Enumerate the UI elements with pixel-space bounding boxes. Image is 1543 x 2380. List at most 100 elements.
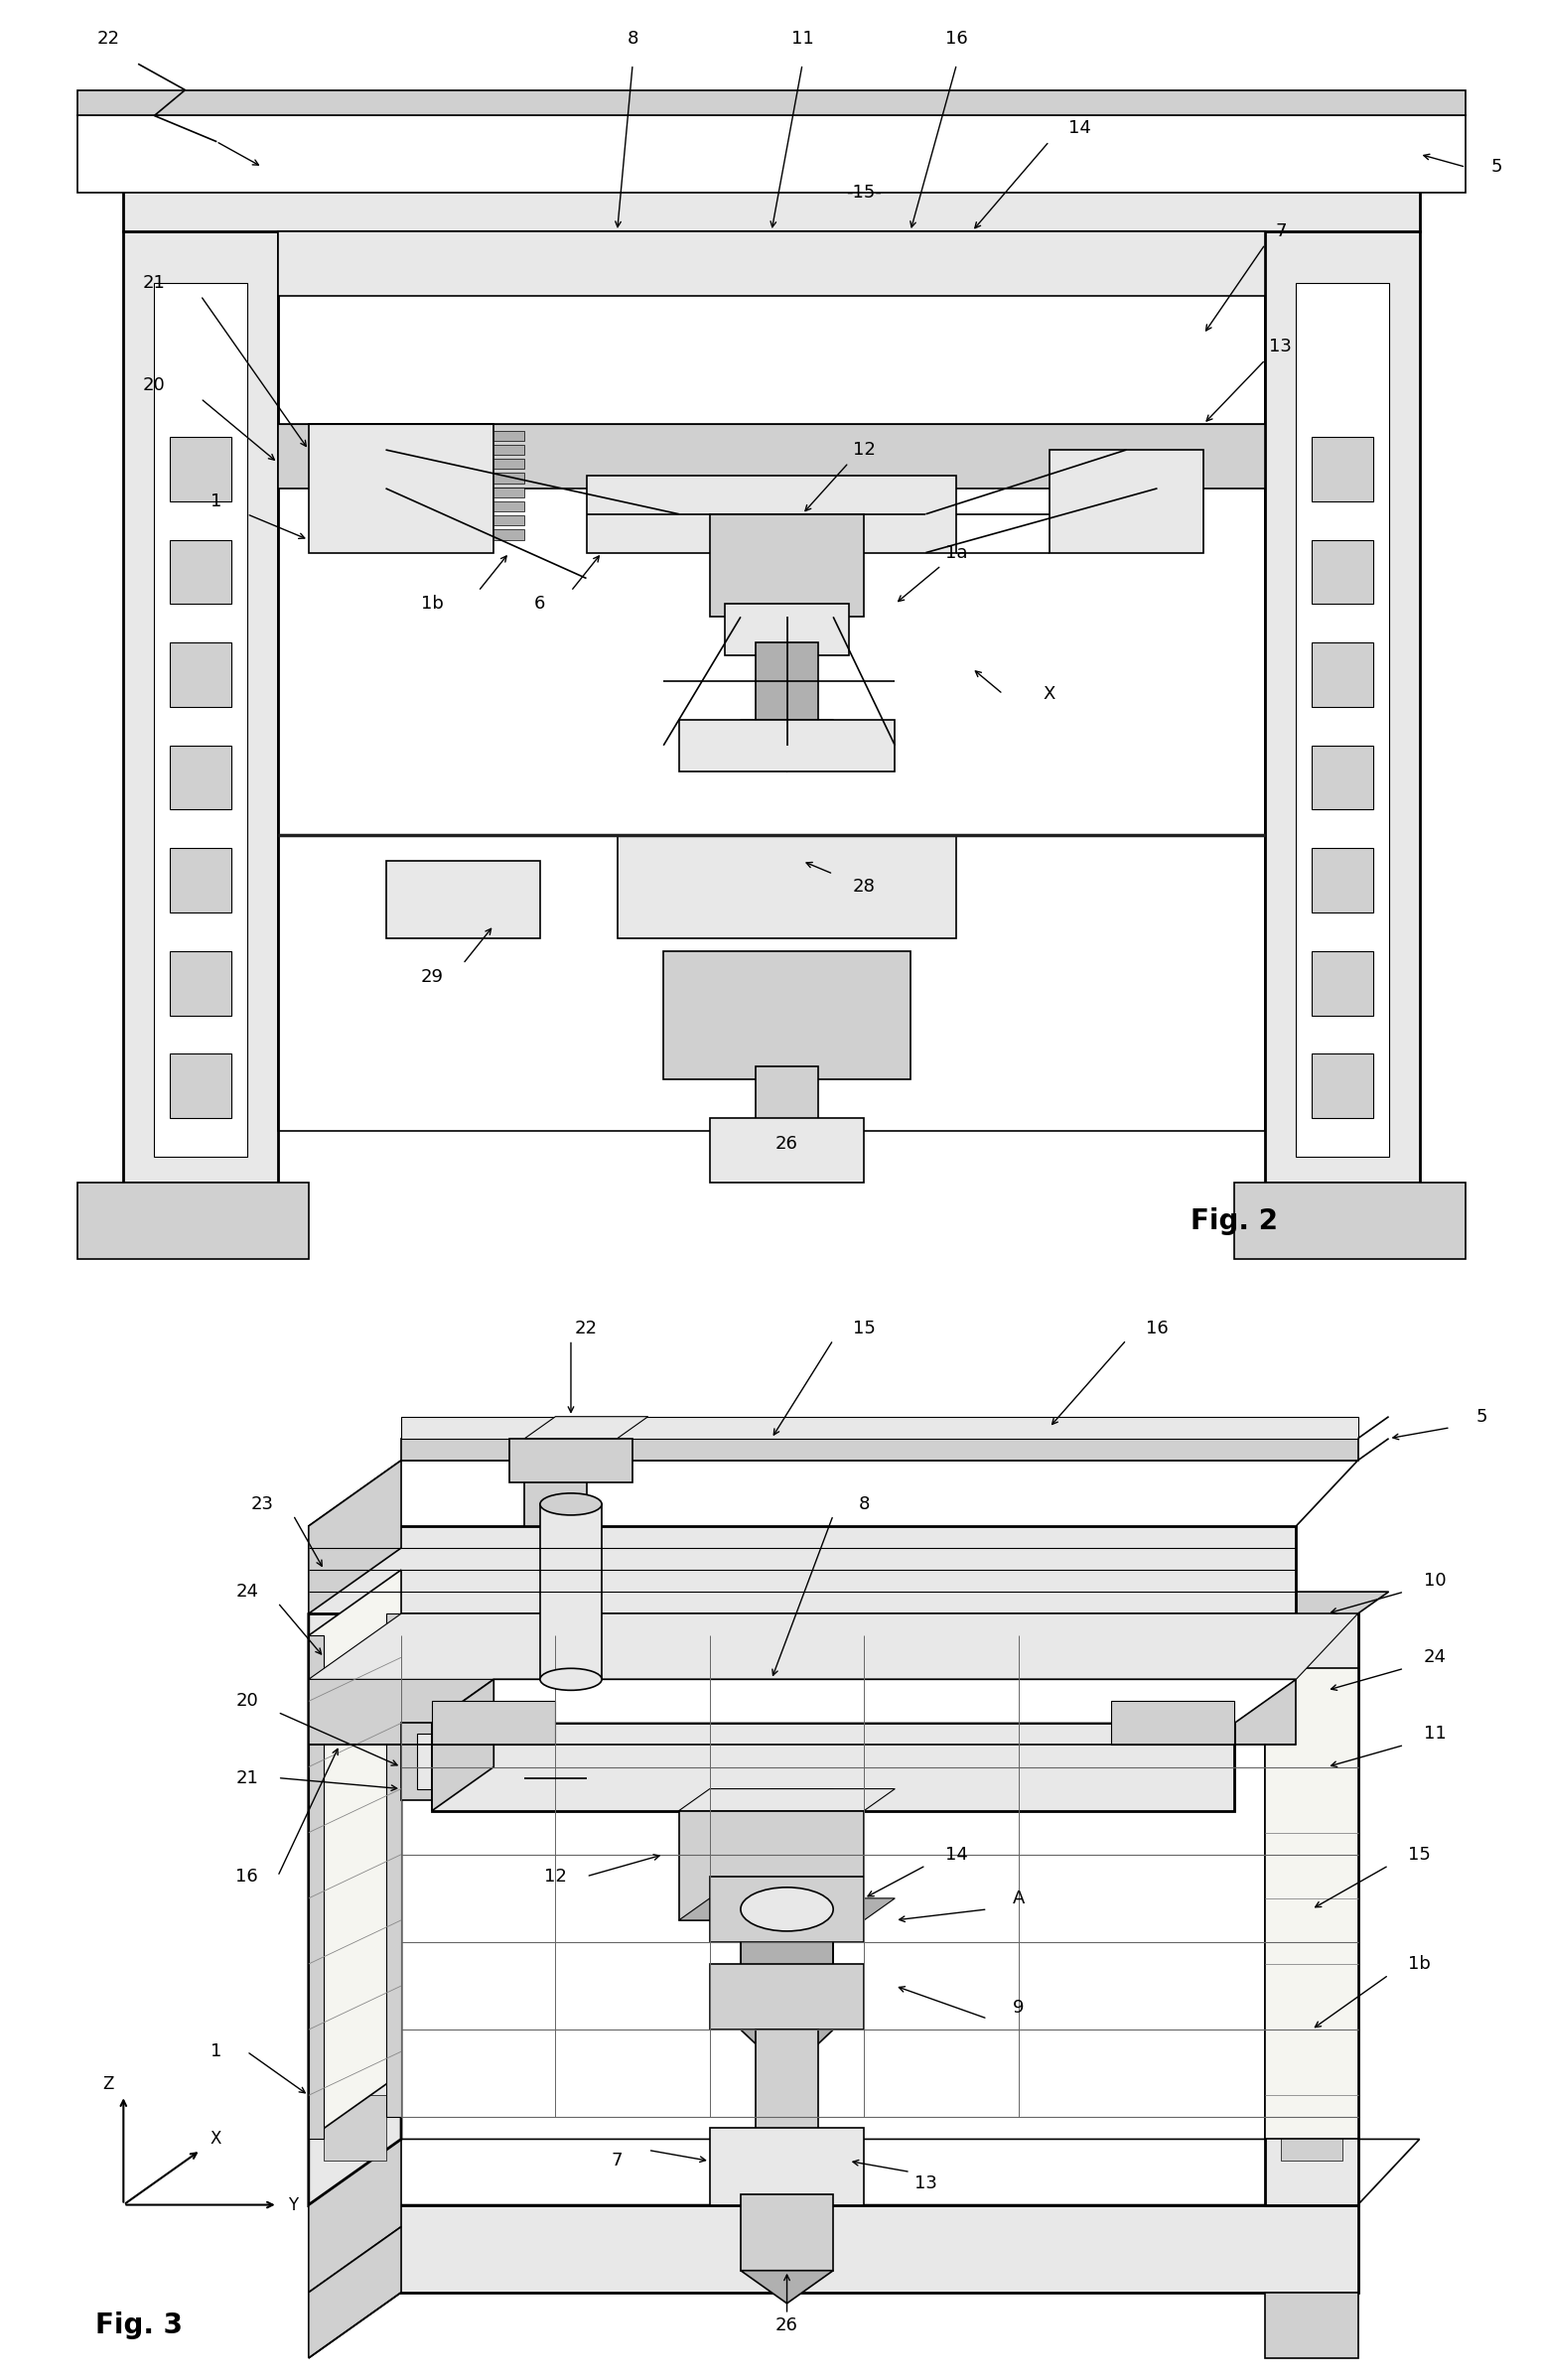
Text: Y: Y	[289, 2197, 298, 2213]
Text: 26: 26	[776, 2316, 798, 2335]
Polygon shape	[154, 283, 247, 1157]
Polygon shape	[324, 1921, 386, 1985]
Polygon shape	[309, 1547, 401, 2204]
Bar	[278, 231, 1265, 295]
Polygon shape	[1296, 283, 1389, 1157]
Text: 1: 1	[210, 493, 222, 509]
Bar	[432, 1702, 555, 1745]
Polygon shape	[525, 1438, 617, 1461]
Bar	[1312, 1054, 1373, 1119]
Bar	[586, 476, 957, 552]
Bar	[278, 424, 1265, 488]
Bar	[663, 952, 910, 1081]
Bar	[417, 1735, 509, 1790]
Polygon shape	[309, 1526, 1296, 1614]
Polygon shape	[77, 117, 1466, 193]
Polygon shape	[309, 1461, 1358, 1526]
Bar	[1312, 745, 1373, 809]
Polygon shape	[741, 2030, 833, 2073]
Text: Fig. 2: Fig. 2	[1191, 1207, 1278, 1235]
Bar	[170, 1054, 231, 1119]
Bar	[725, 605, 849, 654]
Text: 14: 14	[1069, 119, 1091, 138]
Bar	[170, 540, 231, 605]
Polygon shape	[432, 1680, 494, 1811]
Polygon shape	[525, 1461, 586, 1526]
Bar	[710, 2128, 864, 2204]
Bar	[1312, 643, 1373, 707]
Bar	[1281, 2106, 1342, 2161]
Text: 5: 5	[1475, 1407, 1487, 1426]
Polygon shape	[309, 1635, 324, 2140]
Bar	[494, 528, 525, 540]
Bar	[710, 514, 864, 616]
Bar	[525, 1752, 555, 1764]
Text: 1b: 1b	[421, 595, 443, 614]
Text: 14: 14	[946, 1844, 967, 1864]
Polygon shape	[1265, 2292, 1358, 2359]
Polygon shape	[309, 1461, 401, 1614]
Polygon shape	[324, 1833, 386, 1899]
Polygon shape	[509, 1438, 633, 1483]
Polygon shape	[741, 1811, 802, 2030]
Text: 8: 8	[858, 1495, 870, 1514]
Bar	[1312, 847, 1373, 912]
Text: 26: 26	[776, 1135, 798, 1152]
Polygon shape	[741, 719, 833, 771]
Bar	[1281, 1930, 1342, 1985]
Polygon shape	[324, 2009, 386, 2073]
Text: 16: 16	[236, 1868, 258, 1885]
Text: 28: 28	[853, 878, 875, 895]
Bar	[309, 424, 494, 552]
Polygon shape	[1265, 231, 1420, 1183]
Text: Fig. 3: Fig. 3	[96, 2311, 182, 2340]
Bar	[170, 745, 231, 809]
Polygon shape	[401, 1438, 1358, 1461]
Polygon shape	[1265, 1614, 1358, 2204]
Text: 12: 12	[545, 1868, 566, 1885]
Ellipse shape	[540, 1492, 602, 1516]
Text: 21: 21	[236, 1768, 258, 1787]
Text: 7: 7	[1275, 221, 1287, 240]
Text: 23: 23	[252, 1495, 273, 1514]
Bar	[1312, 952, 1373, 1016]
Bar	[494, 488, 525, 497]
Polygon shape	[401, 1416, 1358, 1438]
Text: 22: 22	[97, 29, 119, 48]
Text: 22: 22	[576, 1321, 597, 1338]
Ellipse shape	[540, 1668, 602, 1690]
Polygon shape	[309, 1571, 401, 2140]
Bar	[494, 445, 525, 455]
Bar	[170, 952, 231, 1016]
Polygon shape	[710, 1963, 864, 2030]
Polygon shape	[679, 1899, 895, 1921]
Bar	[617, 835, 957, 938]
Bar	[756, 643, 818, 719]
Polygon shape	[1265, 1592, 1389, 1614]
Text: X: X	[210, 2130, 222, 2149]
Text: 20: 20	[236, 1692, 258, 1711]
Bar	[1281, 1756, 1342, 1811]
Text: 21: 21	[143, 274, 165, 293]
Bar	[1281, 2018, 1342, 2073]
Text: Z: Z	[102, 2075, 114, 2094]
Text: 16: 16	[1146, 1321, 1168, 1338]
Polygon shape	[324, 2094, 386, 2161]
Bar	[525, 1726, 555, 1737]
Bar	[756, 1066, 818, 1130]
Text: 8: 8	[626, 29, 639, 48]
Polygon shape	[309, 2140, 1420, 2204]
Text: 1: 1	[210, 2042, 222, 2061]
Polygon shape	[741, 1921, 833, 1985]
Polygon shape	[309, 1680, 1296, 1745]
Text: -15-: -15-	[846, 183, 883, 202]
Polygon shape	[432, 1680, 1296, 1723]
Polygon shape	[679, 1790, 895, 1811]
Bar	[1049, 450, 1204, 552]
Text: 13: 13	[1270, 338, 1291, 357]
Text: 24: 24	[236, 1583, 258, 1602]
Polygon shape	[309, 2228, 401, 2359]
Polygon shape	[540, 1504, 602, 1680]
Bar	[494, 502, 525, 512]
Polygon shape	[324, 1745, 386, 1811]
